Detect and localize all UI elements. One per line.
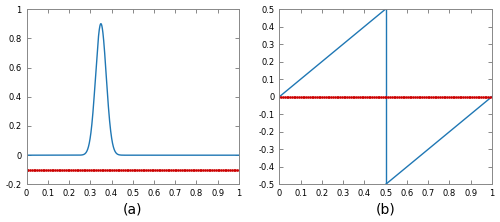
X-axis label: (a): (a) (123, 202, 142, 216)
X-axis label: (b): (b) (376, 202, 396, 216)
